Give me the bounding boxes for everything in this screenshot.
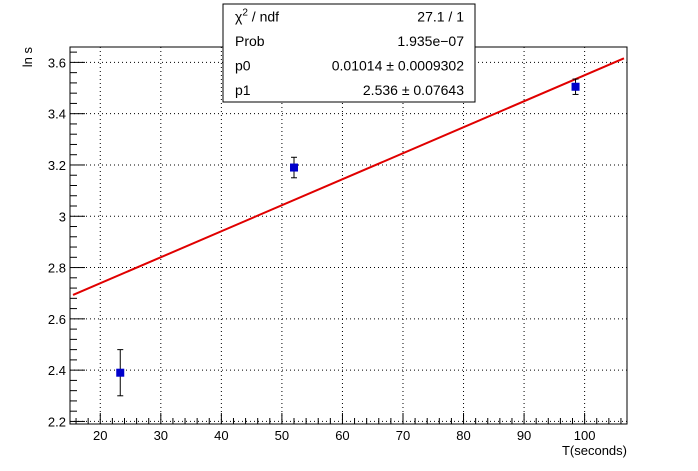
stats-row-value: 0.01014 ± 0.0009302 [332,58,464,74]
stats-row-value: 2.536 ± 0.07643 [363,82,464,98]
stats-row-label: χ2 / ndf [235,8,279,25]
plot-frame [69,46,628,425]
x-tick-label: 100 [574,428,596,443]
y-tick-label: 3 [59,209,66,224]
x-tick-label: 60 [335,428,349,443]
stats-box: χ2 / ndf 27.1 / 1 Prob 1.935e−07 p0 0.01014 ±… [222,3,476,103]
data-points-group [116,78,580,397]
stats-row-label: Prob [235,33,265,49]
x-axis-title: T(seconds) [562,443,627,458]
x-tick-label: 20 [93,428,107,443]
stats-box-frame [222,3,476,103]
axis-ticks [70,51,622,424]
y-axis-title: ln s [20,47,35,68]
stats-row-label: p1 [235,82,251,98]
fit-line [72,57,625,296]
y-tick-label: 2.2 [48,414,66,429]
x-tick-label: 40 [214,428,228,443]
data-point [290,163,299,172]
x-tick-label: 30 [154,428,168,443]
y-tick-label: 3.4 [48,107,66,122]
stats-row-label: p0 [235,58,251,74]
x-tick-label: 50 [275,428,289,443]
y-tick-labels: 2.2 2.4 2.6 2.8 3 3.2 3.4 3.6 [48,55,66,429]
x-tick-label: 90 [517,428,531,443]
stats-row-value: 1.935e−07 [397,33,464,49]
data-point [116,368,125,377]
grid-lines [70,47,627,424]
x-tick-label: 80 [456,428,470,443]
fit-line-group [72,57,625,296]
y-tick-label: 2.4 [48,363,66,378]
stats-row-value: 27.1 / 1 [417,9,464,25]
data-point [571,82,580,91]
y-tick-label: 2.6 [48,312,66,327]
x-tick-labels: 20 30 40 50 60 70 80 90 100 [93,428,595,443]
y-tick-label: 2.8 [48,261,66,276]
x-tick-label: 70 [396,428,410,443]
y-tick-label: 3.6 [48,55,66,70]
y-tick-label: 3.2 [48,158,66,173]
